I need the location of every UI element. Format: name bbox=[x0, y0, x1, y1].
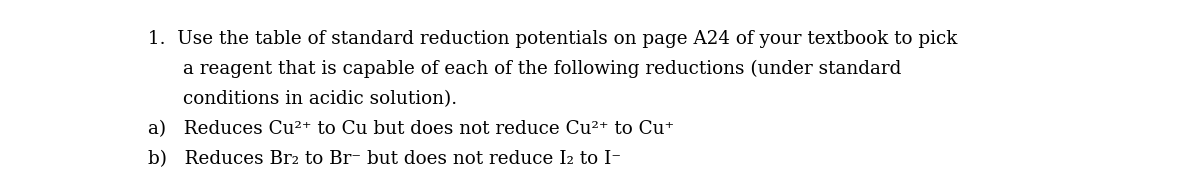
Text: conditions in acidic solution).: conditions in acidic solution). bbox=[182, 90, 457, 108]
Text: a reagent that is capable of each of the following reductions (under standard: a reagent that is capable of each of the… bbox=[182, 60, 901, 78]
Text: b)   Reduces Br₂ to Br⁻ but does not reduce I₂ to I⁻: b) Reduces Br₂ to Br⁻ but does not reduc… bbox=[148, 150, 622, 168]
Text: a)   Reduces Cu²⁺ to Cu but does not reduce Cu²⁺ to Cu⁺: a) Reduces Cu²⁺ to Cu but does not reduc… bbox=[148, 120, 674, 138]
Text: 1.  Use the table of standard reduction potentials on page A24 of your textbook : 1. Use the table of standard reduction p… bbox=[148, 30, 958, 48]
